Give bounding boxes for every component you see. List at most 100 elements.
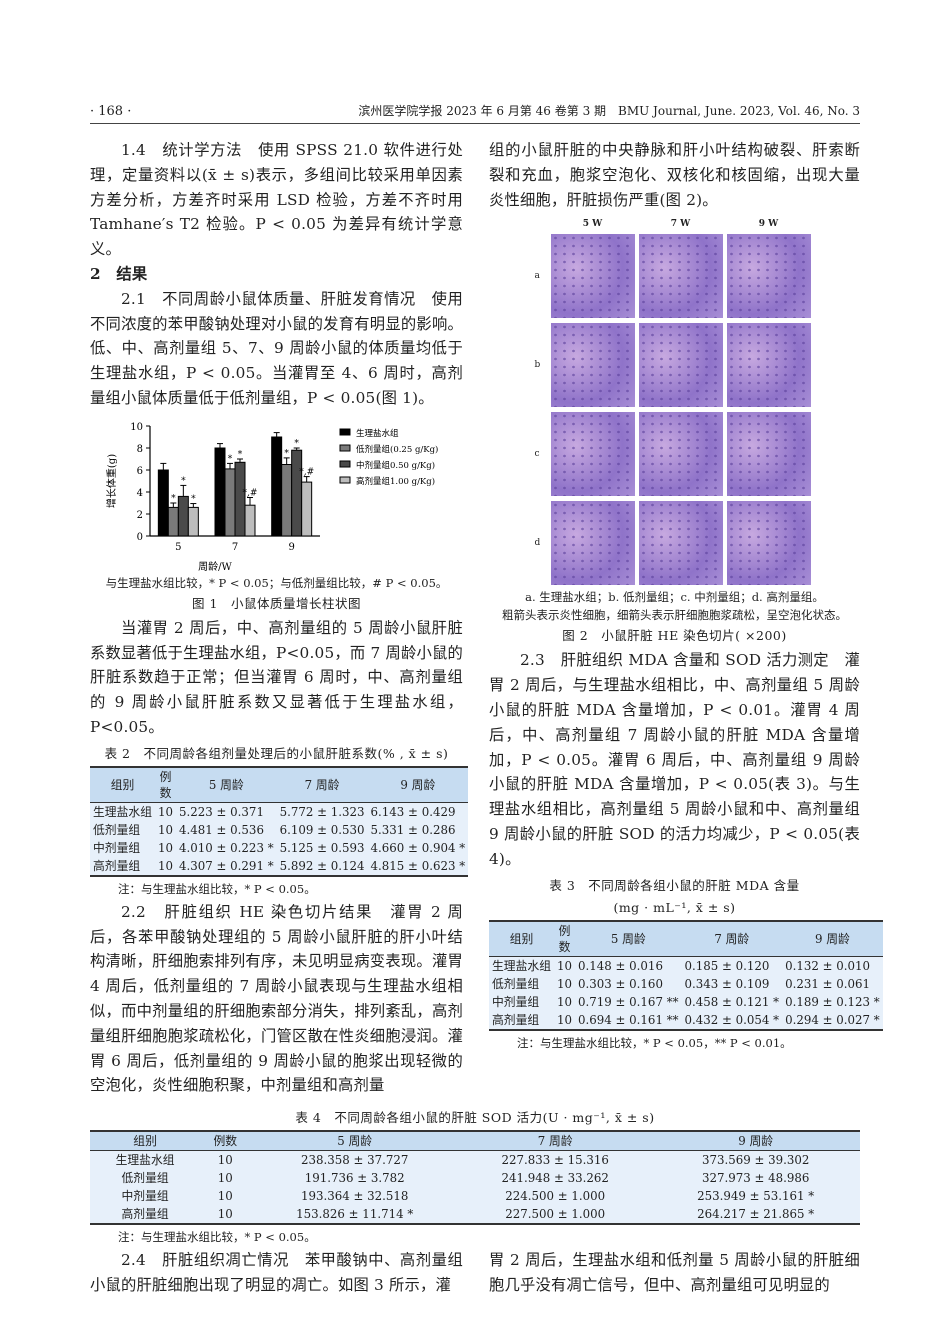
- table-cell: 227.500 ± 1.000: [459, 1205, 652, 1226]
- table-cell: 中剂量组: [489, 992, 554, 1011]
- paragraph-2-3: 2.3 肝脏组织 MDA 含量和 SOD 活力测定 灌胃 2 周后，与生理盐水组…: [489, 651, 860, 868]
- figure2-caption: 图 2 小鼠肝脏 HE 染色切片( ×200): [562, 628, 787, 644]
- table4: 组别 例数 5 周龄 7 周龄 9 周龄 生理盐水组 10 238.358 ± 37.727 2…: [90, 1130, 860, 1226]
- bar: [291, 449, 303, 537]
- table-row: 高剂量组 10 4.307 ± 0.291 * 5.892 ± 0.124 4.815 …: [90, 856, 469, 877]
- paragraph-continued: 组的小鼠肝脏的中央静脉和肝小叶结构破裂、肝索断裂和充血，胞浆空泡化、双核化和核固…: [489, 141, 860, 209]
- column-header: 例数: [554, 919, 576, 957]
- legend-label: 生理盐水组: [356, 428, 399, 439]
- table-cell: 0.185 ± 0.120: [681, 956, 783, 975]
- column-header: 7 周龄: [276, 765, 368, 803]
- table-cell: 6.143 ± 0.429: [367, 802, 469, 821]
- table-cell: 5.331 ± 0.286: [367, 820, 469, 839]
- table-row: 中剂量组 10 4.010 ± 0.223 * 5.125 ± 0.593 4.660 …: [90, 838, 469, 857]
- bar: [157, 469, 169, 537]
- column-header: 5 周龄: [176, 765, 277, 803]
- bar: [234, 461, 246, 537]
- legend-swatch: [339, 460, 351, 468]
- table-row: 生理盐水组 10 238.358 ± 37.727 227.833 ± 15.316 3…: [90, 1150, 860, 1170]
- table-cell: 10: [200, 1205, 251, 1226]
- table-header-row: 组别 例数 5 周龄 7 周龄 9 周龄: [90, 1130, 860, 1152]
- table-cell: 264.217 ± 21.865 *: [651, 1205, 860, 1226]
- table-row: 低剂量组 10 191.736 ± 3.782 241.948 ± 33.262 327…: [90, 1169, 860, 1188]
- y-tick-label: 6: [137, 466, 143, 477]
- table3: 组别 例数 5 周龄 7 周龄 9 周龄 生理盐水组 10 0.148 ± 0.016 0.18…: [489, 919, 883, 1031]
- table-row: 中剂量组 10 0.719 ± 0.167 ** 0.458 ± 0.121 * 0.1…: [489, 992, 883, 1011]
- table-cell: 0.148 ± 0.016: [575, 956, 682, 975]
- table-cell: 253.949 ± 53.161 *: [651, 1187, 860, 1206]
- y-tick-label: 2: [137, 510, 143, 521]
- table-cell: 4.481 ± 0.536: [176, 820, 277, 839]
- legend-swatch: [339, 476, 351, 484]
- table-cell: 327.973 ± 48.986: [651, 1169, 860, 1188]
- table-cell: 193.364 ± 32.518: [250, 1187, 460, 1206]
- table-cell: 10: [155, 820, 177, 839]
- table-cell: 0.294 ± 0.027 *: [782, 1010, 883, 1031]
- table-cell: 4.307 ± 0.291 *: [176, 856, 277, 877]
- micrograph-panel: [550, 412, 635, 497]
- table2: 组别 例数 5 周龄 7 周龄 9 周龄 生理盐水组 10 5.223 ± 0.371 5.77…: [90, 765, 469, 877]
- table-cell: 10: [554, 1010, 576, 1031]
- table-cell: 0.432 ± 0.054 *: [681, 1010, 783, 1031]
- running-header-bar: · 168 · 滨州医学院学报 2023 年 6 月第 46 卷第 3 期 BM…: [90, 102, 860, 124]
- row-label: d: [534, 538, 541, 549]
- paragraph-2-1: 2.1 不同周龄小鼠体质量、肝脏发育情况 使用不同浓度的苯甲酸钠处理对小鼠的发育…: [90, 289, 463, 407]
- table-row: 高剂量组 10 153.826 ± 11.714 * 227.500 ± 1.000 2…: [90, 1205, 860, 1226]
- significance-mark: *: [238, 450, 243, 460]
- column-label: 7 W: [670, 219, 691, 230]
- table3-subtitle: (mg · mL⁻¹, x̄ ± s): [613, 899, 736, 915]
- legend-label: 高剂量组1.00 g/Kg): [356, 476, 435, 487]
- paragraph-2-4: 2.4 肝脏组织凋亡情况 苯甲酸钠中、高剂量组小鼠的肝脏细胞出现了明显的凋亡。如…: [90, 1251, 463, 1294]
- significance-mark: *: [171, 494, 176, 504]
- table3-title: 表 3 不同周龄各组小鼠的肝脏 MDA 含量: [549, 877, 800, 893]
- table-cell: 224.500 ± 1.000: [459, 1187, 652, 1206]
- left-column: 1.4 统计学方法 使用 SPSS 21.0 软件进行处理，定量资料以(x̄ ±…: [90, 138, 469, 1098]
- column-header: 组别: [489, 919, 554, 957]
- figure1-caption: 图 1 小鼠体质量增长柱状图: [192, 595, 361, 611]
- table-cell: 10: [554, 974, 576, 993]
- table-cell: 10: [200, 1169, 251, 1188]
- table-cell: 0.132 ± 0.010: [782, 956, 883, 975]
- table-cell: 5.772 ± 1.323: [276, 802, 368, 821]
- bar-chart: 0 2 4 6 8 10 增长体重(g) 5 * * * 7 * * *,# 9 * * *,# 周龄/W 生理盐水组低…: [105, 422, 438, 573]
- table3-note: 注：与生理盐水组比较，* P < 0.05，** P < 0.01。: [517, 1035, 792, 1050]
- legend-label: 中剂量组0.50 g/Kg): [356, 460, 435, 471]
- bar: [167, 506, 179, 537]
- table-row: 低剂量组 10 4.481 ± 0.536 6.109 ± 0.530 5.331 ± …: [90, 820, 469, 839]
- table-cell: 227.833 ± 15.316: [459, 1150, 652, 1170]
- table-cell: 低剂量组: [90, 1169, 201, 1188]
- y-tick-label: 10: [130, 422, 143, 433]
- table-cell: 低剂量组: [90, 820, 155, 839]
- table-row: 生理盐水组 10 5.223 ± 0.371 5.772 ± 1.323 6.143 ±…: [90, 802, 469, 821]
- table-cell: 10: [554, 956, 576, 975]
- table-cell: 高剂量组: [90, 1205, 201, 1226]
- table-cell: 5.892 ± 0.124: [276, 856, 368, 877]
- bar: [271, 436, 283, 537]
- table-cell: 4.010 ± 0.223 *: [176, 838, 277, 857]
- figure2-legend-groups: a. 生理盐水组；b. 低剂量组；c. 中剂量组；d. 高剂量组。: [525, 590, 824, 605]
- paragraph-2-4-continued: 胃 2 周后，生理盐水组和低剂量 5 周龄小鼠的肝脏细胞几乎没有凋亡信号，但中、…: [489, 1251, 860, 1294]
- table-row: 中剂量组 10 193.364 ± 32.518 224.500 ± 1.000 253…: [90, 1187, 860, 1206]
- column-label: 5 W: [582, 219, 603, 230]
- y-tick-label: 8: [137, 444, 143, 455]
- y-tick-label: 0: [137, 532, 143, 543]
- table-cell: 4.660 ± 0.904 *: [367, 838, 469, 857]
- table-cell: 高剂量组: [90, 856, 155, 877]
- micrograph-panel: [638, 234, 723, 319]
- table-cell: 0.694 ± 0.161 **: [575, 1010, 682, 1031]
- table4-title: 表 4 不同周龄各组小鼠的肝脏 SOD 活力(U · mg⁻¹, x̄ ± s): [295, 1110, 655, 1126]
- bar: [224, 468, 236, 537]
- micrograph-panel: [550, 323, 635, 408]
- column-header: 5 周龄: [575, 919, 682, 957]
- legend-swatch: [339, 428, 351, 436]
- table-header-row: 组别 例数 5 周龄 7 周龄 9 周龄: [90, 765, 469, 803]
- table-row: 高剂量组 10 0.694 ± 0.161 ** 0.432 ± 0.054 * 0.2…: [489, 1010, 883, 1031]
- row-label: a: [534, 271, 540, 282]
- table2-title: 表 2 不同周龄各组剂量处理后的小鼠肝脏系数(% , x̄ ± s): [104, 745, 449, 761]
- table-cell: 10: [155, 802, 177, 821]
- column-header: 7 周龄: [459, 1130, 652, 1152]
- table-header-row: 组别 例数 5 周龄 7 周龄 9 周龄: [489, 919, 883, 957]
- row-label: c: [534, 449, 540, 460]
- column-header: 组别: [90, 1130, 201, 1152]
- column-header: 5 周龄: [250, 1130, 460, 1152]
